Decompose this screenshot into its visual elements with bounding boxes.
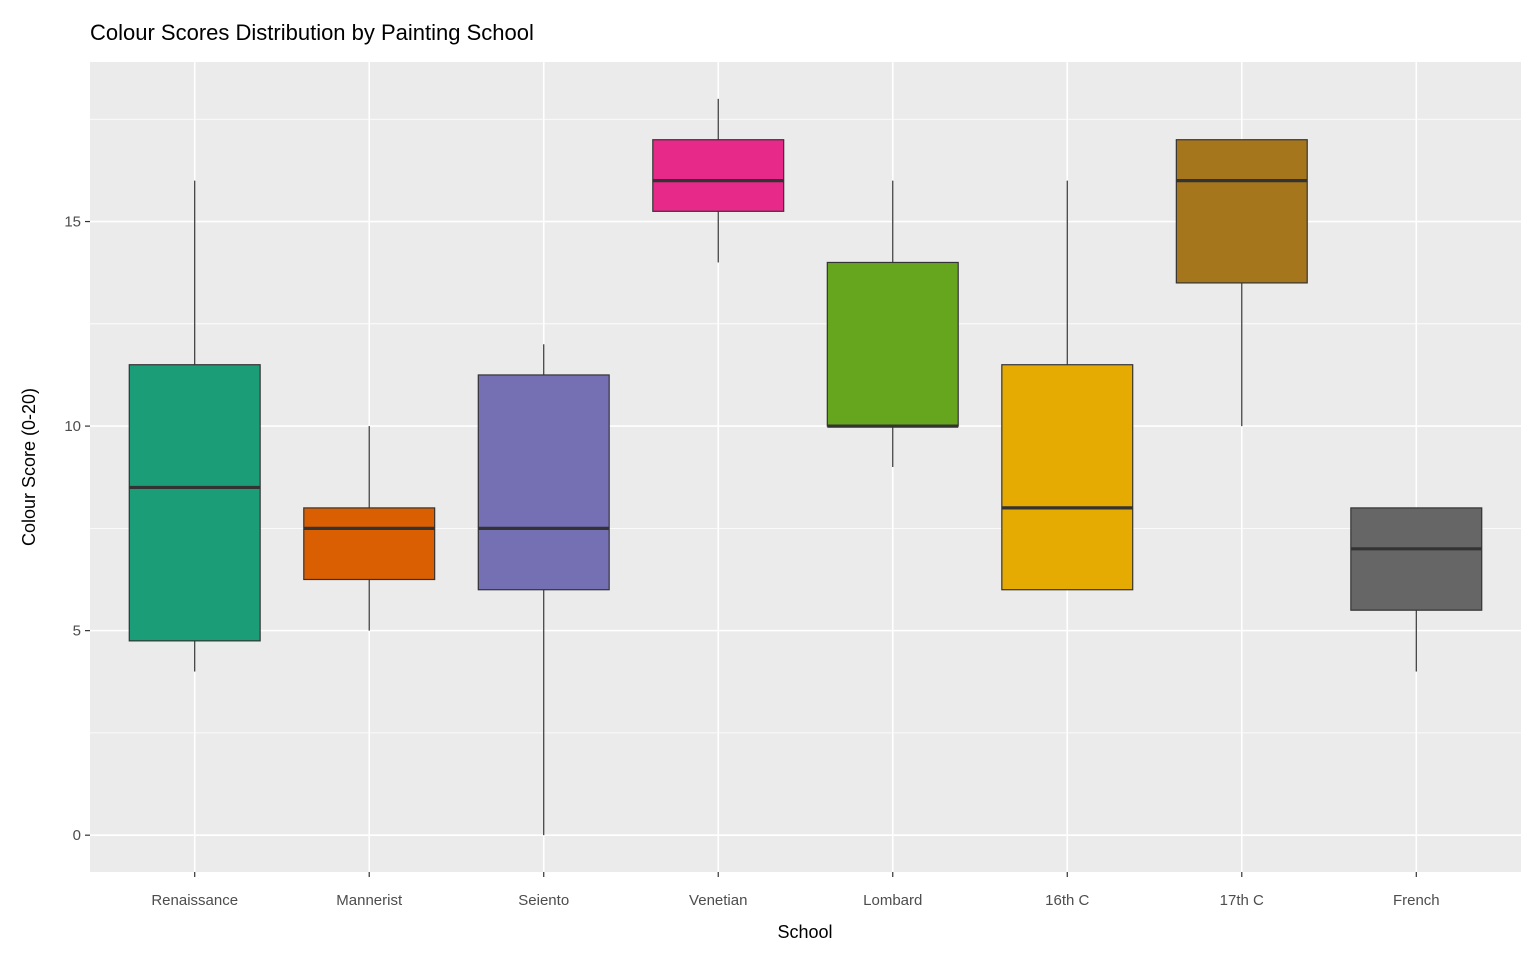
box-mannerist [303,507,436,581]
box-16th-c [1001,364,1134,591]
x-tick-label: Renaissance [151,892,238,909]
x-tick-label: 16th C [1045,892,1089,909]
x-tick-label: French [1393,892,1440,909]
y-tick-label: 0 [73,827,81,844]
box-venetian [652,139,785,212]
box-french [1350,507,1483,611]
x-axis-title: School [777,922,832,942]
box-lombard [826,261,959,427]
x-tick-label: Venetian [689,892,747,909]
box-renaissance [128,364,261,642]
x-tick-label: Lombard [863,892,922,909]
x-tick-label: Mannerist [336,892,403,909]
box-seiento [477,374,610,591]
x-tick-label: Seiento [518,892,569,909]
y-tick-label: 15 [64,214,81,231]
y-axis-title: Colour Score (0-20) [19,388,39,546]
x-tick-label: 17th C [1220,892,1264,909]
box-17th-c [1175,139,1308,284]
chart-title: Colour Scores Distribution by Painting S… [90,20,534,45]
y-tick-label: 5 [73,623,81,640]
y-tick-label: 10 [64,418,81,435]
